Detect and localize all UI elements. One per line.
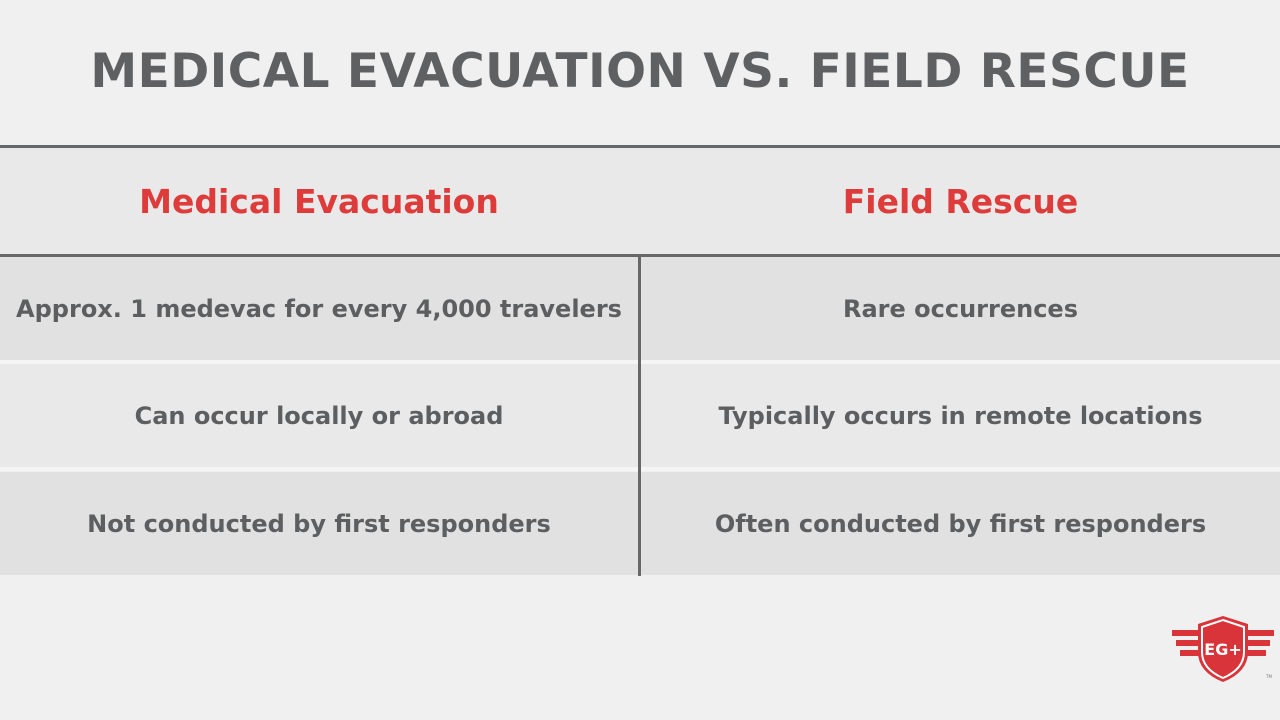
table-cell-field-rescue: Often conducted by first responders — [714, 509, 1207, 538]
svg-text:TM: TM — [1265, 674, 1272, 679]
column-divider — [638, 257, 641, 576]
table-header — [0, 148, 1280, 254]
table-cell-medical-evacuation: Not conducted by first responders — [87, 509, 551, 538]
table-cell-field-rescue: Typically occurs in remote locations — [718, 401, 1203, 430]
svg-text:EG+: EG+ — [1204, 640, 1241, 659]
table-cell-medical-evacuation: Approx. 1 medevac for every 4,000 travel… — [16, 294, 622, 323]
header-divider — [0, 254, 1280, 257]
top-divider — [0, 145, 1280, 148]
column-header-medical-evacuation: Medical Evacuation — [139, 181, 499, 221]
table-cell-medical-evacuation: Can occur locally or abroad — [134, 401, 504, 430]
brand-logo: EG+ TM — [1170, 612, 1276, 684]
page-title: MEDICAL EVACUATION VS. FIELD RESCUE — [90, 44, 1190, 99]
column-header-field-rescue: Field Rescue — [842, 181, 1079, 221]
table-cell-field-rescue: Rare occurrences — [843, 294, 1078, 323]
shield-logo-icon: EG+ TM — [1172, 616, 1274, 682]
